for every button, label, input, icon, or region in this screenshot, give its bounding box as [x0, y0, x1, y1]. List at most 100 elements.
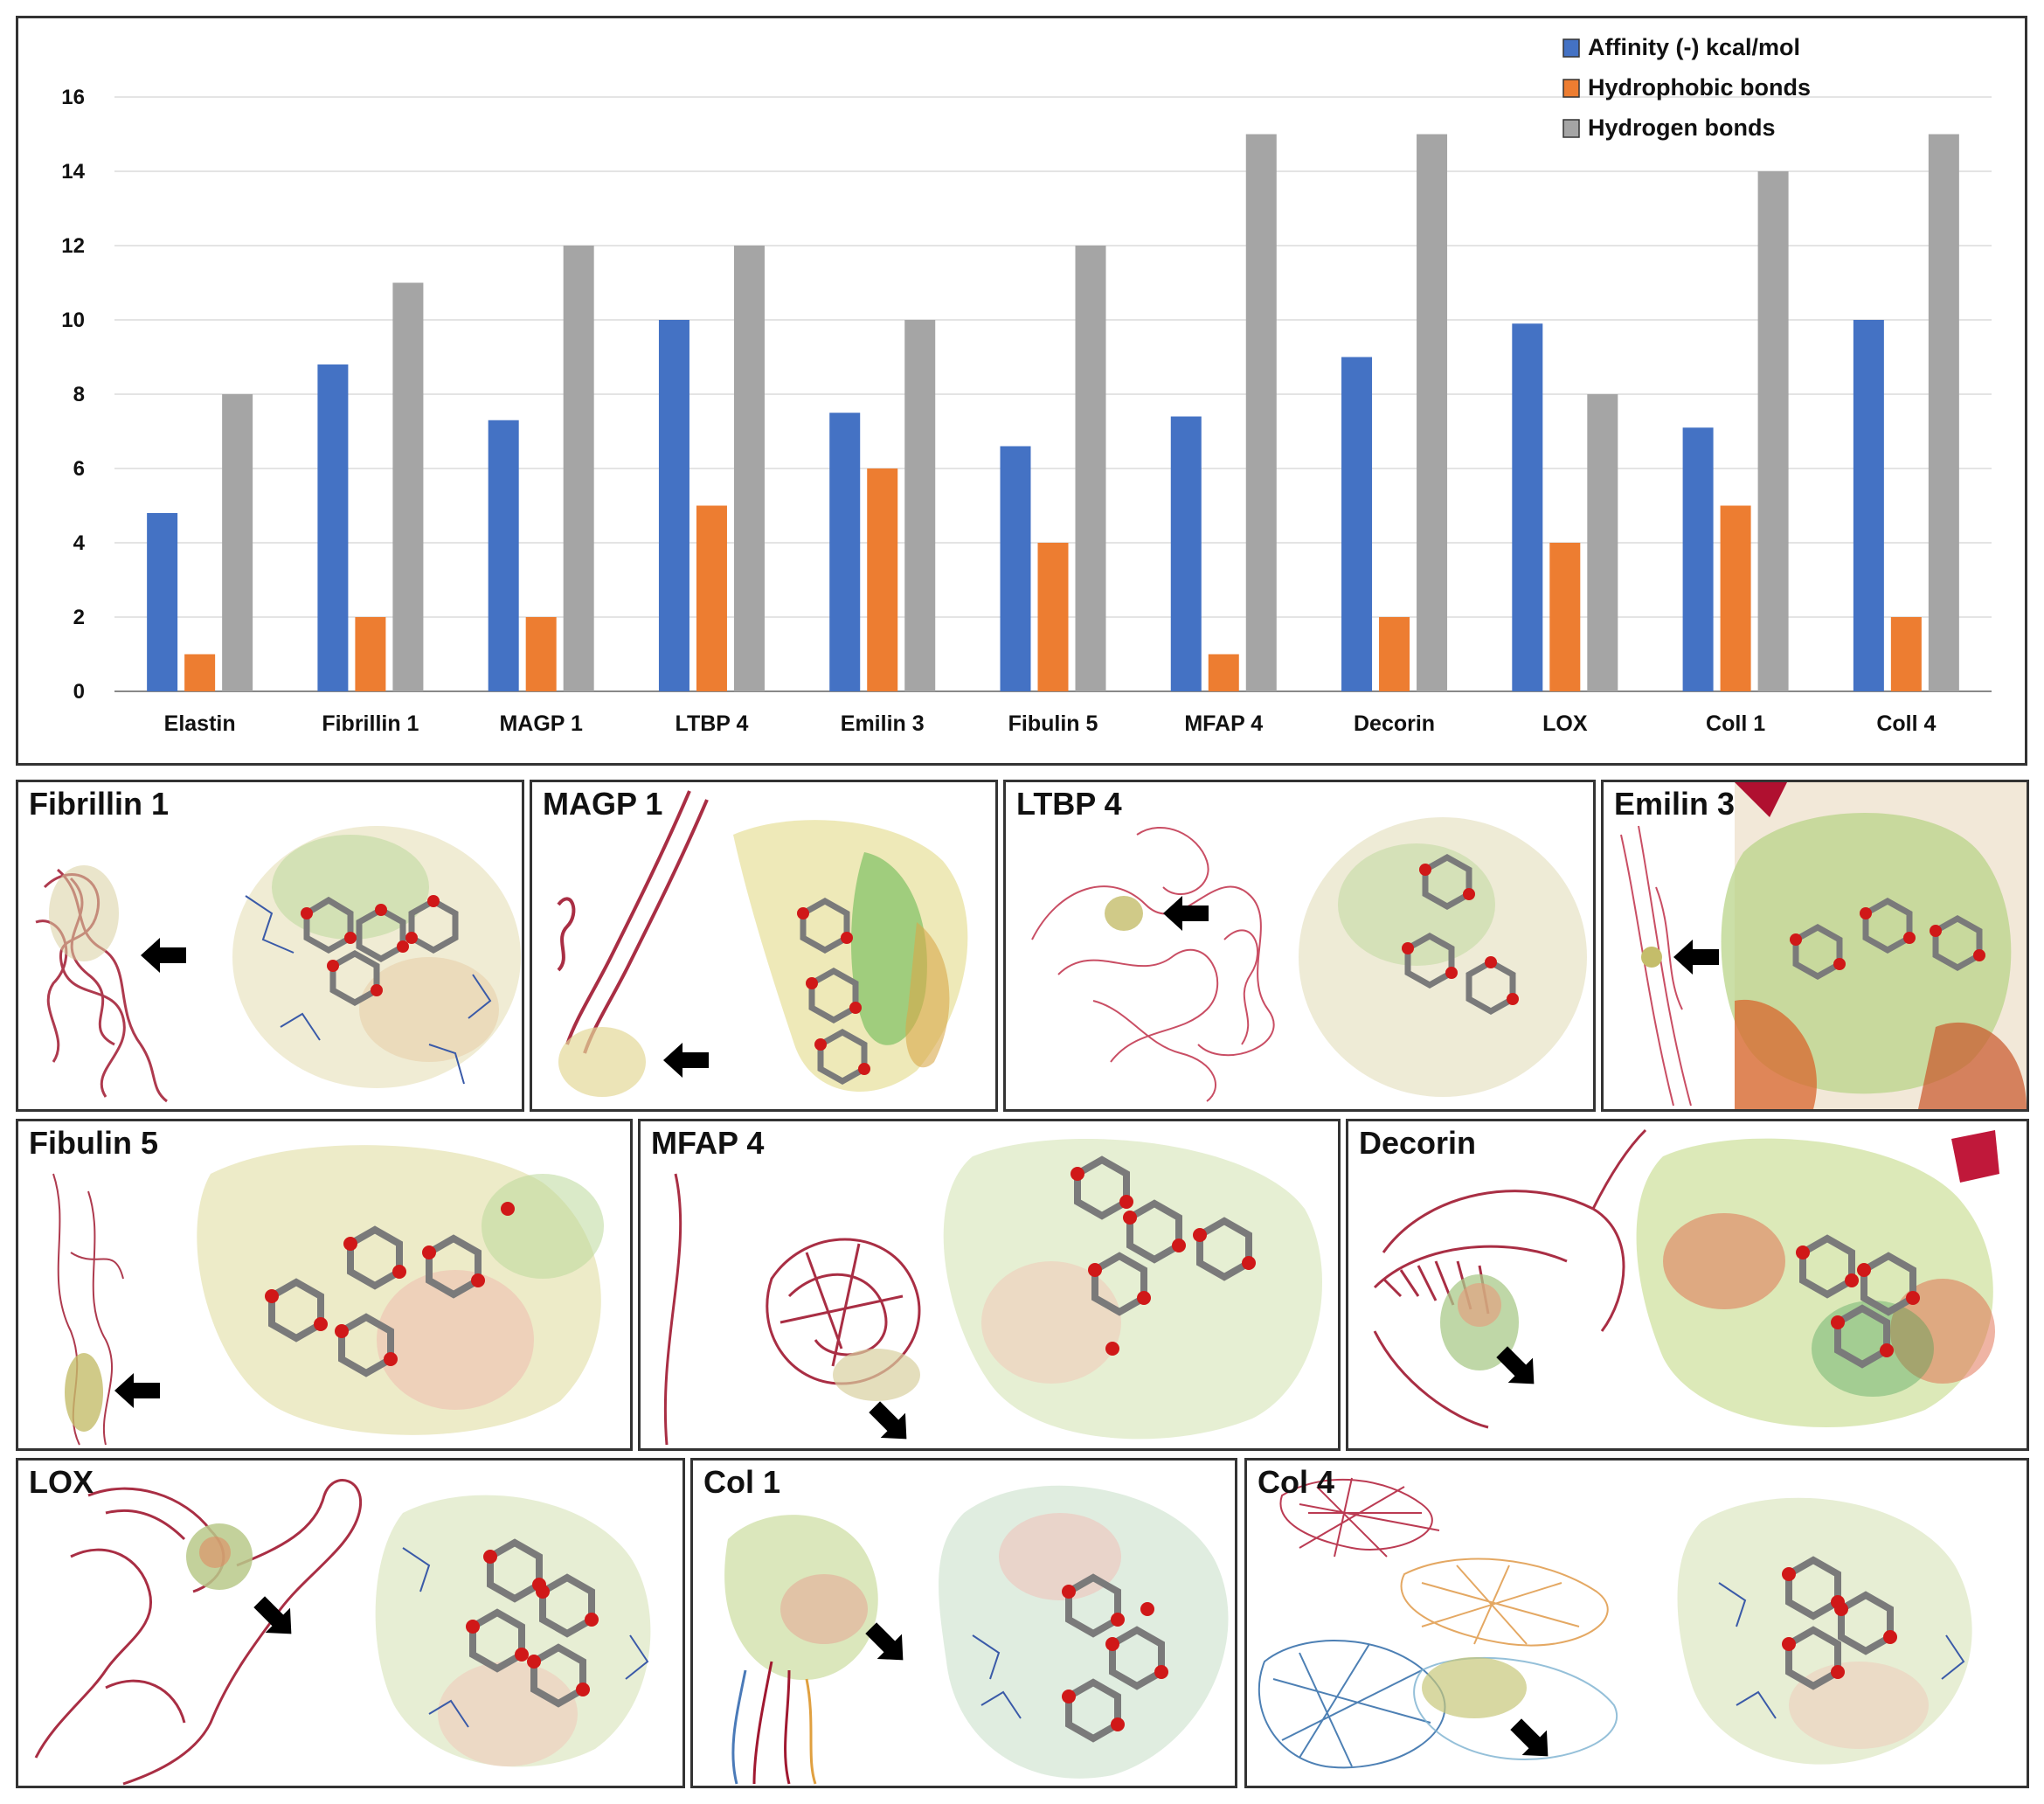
y-tick-label: 2 — [73, 606, 85, 629]
panel-label: Emilin 3 — [1614, 786, 1736, 822]
protein-structure-image — [724, 1485, 1229, 1785]
panel-col4: Col 4 — [1244, 1458, 2029, 1788]
bar-decorin-2 — [1417, 134, 1448, 691]
panel-label: LTBP 4 — [1016, 786, 1122, 822]
arrow-icon — [869, 1401, 907, 1440]
panel-label: Col 4 — [1258, 1464, 1335, 1500]
x-axis-categories: Elastin Fibrillin 1 MAGP 1 LTBP 4 Emilin 3 Fi… — [164, 711, 1937, 736]
x-category-label: MFAP 4 — [1184, 711, 1263, 736]
protein-structure-image — [557, 790, 968, 1097]
bar-coll-1-0 — [1682, 427, 1714, 691]
panel-fibulin5: Fibulin 5 — [16, 1119, 633, 1451]
arrow-icon — [253, 1596, 292, 1634]
x-category-label: LOX — [1542, 711, 1588, 736]
panel-emilin3: Emilin 3 — [1601, 780, 2029, 1112]
panel-label: LOX — [29, 1464, 94, 1500]
y-tick-label: 0 — [73, 680, 85, 704]
legend-label: Hydrogen bonds — [1588, 114, 1776, 141]
arrow-icon — [1163, 896, 1209, 931]
protein-structure-image — [663, 1139, 1322, 1446]
y-tick-label: 14 — [61, 160, 85, 184]
bar-fibulin-5-0 — [1000, 446, 1031, 691]
arrow-icon — [141, 938, 186, 973]
protein-structure-image — [1031, 817, 1587, 1102]
bar-magp-1-1 — [525, 617, 557, 691]
protein-structure-image — [1258, 1477, 1972, 1769]
arrow-icon — [114, 1373, 160, 1408]
x-category-label: LTBP 4 — [676, 711, 749, 736]
x-category-label: MAGP 1 — [499, 711, 582, 736]
bar-mfap-4-2 — [1245, 134, 1277, 691]
bar-coll-1-2 — [1757, 171, 1789, 691]
protein-structure-image — [1373, 1128, 1999, 1429]
bar-decorin-1 — [1379, 617, 1410, 691]
legend-label: Affinity (-) kcal/mol — [1588, 34, 1800, 60]
bar-mfap-4-1 — [1208, 654, 1239, 691]
bar-coll-4-1 — [1890, 617, 1922, 691]
bar-fibulin-5-1 — [1037, 543, 1069, 691]
panel-decorin: Decorin — [1346, 1119, 2029, 1451]
panel-magp1: MAGP 1 — [530, 780, 998, 1112]
bar-magp-1-0 — [488, 420, 519, 691]
arrow-icon — [1496, 1346, 1535, 1384]
x-category-label: Coll 1 — [1706, 711, 1765, 736]
bar-elastin-1 — [184, 654, 216, 691]
y-tick-label: 8 — [73, 383, 85, 406]
x-category-label: Coll 4 — [1876, 711, 1936, 736]
bar-emilin-3-1 — [867, 468, 898, 691]
bar-fibulin-5-2 — [1075, 246, 1106, 691]
bar-elastin-0 — [147, 513, 178, 691]
y-tick-label: 12 — [61, 234, 85, 258]
x-category-label: Emilin 3 — [841, 711, 925, 736]
y-tick-label: 4 — [73, 531, 86, 555]
legend-swatch — [1562, 79, 1580, 98]
arrow-icon — [865, 1622, 904, 1661]
arrow-icon — [1673, 940, 1719, 975]
y-tick-label: 10 — [61, 309, 85, 332]
bar-lox-1 — [1549, 543, 1581, 691]
y-axis-ticks: 0 2 4 6 8 10 12 14 16 — [61, 86, 85, 704]
bar-magp-1-2 — [563, 246, 594, 691]
panel-label: Col 1 — [703, 1464, 781, 1500]
bars — [147, 134, 1959, 691]
bar-lox-0 — [1512, 323, 1543, 691]
bar-fibrillin-1-1 — [355, 617, 386, 691]
bar-ltbp-4-1 — [696, 505, 727, 691]
bar-coll-4-0 — [1853, 320, 1884, 691]
bar-fibrillin-1-0 — [317, 364, 349, 691]
x-category-label: Decorin — [1354, 711, 1435, 736]
bar-elastin-2 — [222, 394, 253, 691]
protein-structure-image — [1620, 782, 2027, 1109]
bar-coll-4-2 — [1928, 134, 1959, 691]
panel-col1: Col 1 — [690, 1458, 1237, 1788]
gridlines — [114, 96, 1992, 692]
panel-label: MAGP 1 — [543, 786, 663, 822]
panel-lox: LOX — [16, 1458, 685, 1788]
bar-fibrillin-1-2 — [392, 282, 424, 691]
panel-ltbp4: LTBP 4 — [1003, 780, 1596, 1112]
panel-label: Fibulin 5 — [29, 1125, 158, 1161]
panel-label: Decorin — [1359, 1125, 1477, 1161]
protein-structure-image — [34, 1479, 651, 1786]
y-tick-label: 16 — [61, 86, 85, 109]
arrow-icon — [1510, 1718, 1549, 1757]
bar-chart: 0 2 4 6 8 10 12 14 16 Elastin Fibrillin 1 MAGP 1 LT… — [61, 34, 1992, 736]
bar-emilin-3-0 — [829, 413, 861, 691]
bar-emilin-3-2 — [904, 320, 936, 691]
panel-label: MFAP 4 — [651, 1125, 765, 1161]
legend-swatch — [1562, 38, 1580, 58]
bar-decorin-0 — [1341, 357, 1373, 691]
arrow-icon — [663, 1043, 709, 1078]
legend-label: Hydrophobic bonds — [1588, 74, 1811, 101]
panel-mfap4: MFAP 4 — [638, 1119, 1341, 1451]
bar-ltbp-4-2 — [733, 246, 765, 691]
legend: Affinity (-) kcal/mol Hydrophobic bonds Hy… — [1562, 34, 1811, 141]
x-category-label: Elastin — [164, 711, 236, 736]
panel-fibrillin1: Fibrillin 1 — [16, 780, 524, 1112]
protein-structure-image — [35, 826, 521, 1103]
legend-swatch — [1562, 119, 1580, 138]
x-category-label: Fibrillin 1 — [322, 711, 419, 736]
panel-label: Fibrillin 1 — [29, 786, 170, 822]
bar-lox-2 — [1587, 394, 1618, 691]
x-category-label: Fibulin 5 — [1008, 711, 1098, 736]
